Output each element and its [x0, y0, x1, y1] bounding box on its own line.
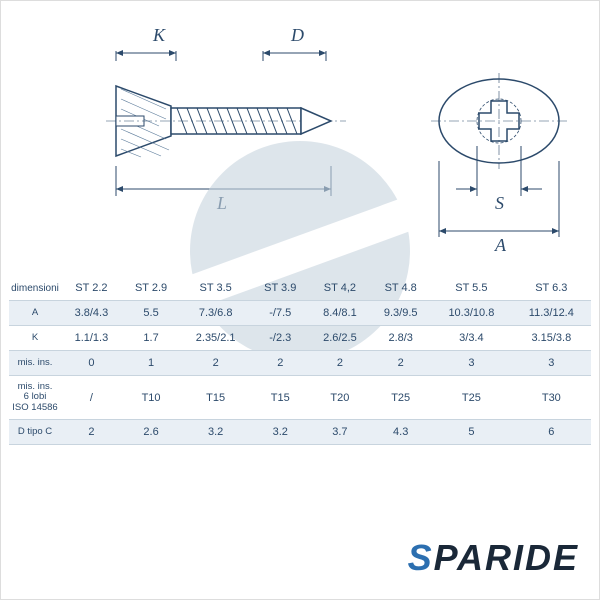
row-label: A — [9, 301, 61, 326]
table-cell: 3.7 — [310, 420, 371, 445]
row-label: K — [9, 326, 61, 351]
dim-label-l: L — [217, 193, 227, 214]
table-cell: 9.3/9.5 — [370, 301, 431, 326]
table-cell: / — [61, 376, 122, 420]
table-cell: 2 — [310, 351, 371, 376]
table-row: mis. ins.01222233 — [9, 351, 591, 376]
table-cell: 4.3 — [370, 420, 431, 445]
table-cell: 2.35/2.1 — [180, 326, 251, 351]
dim-label-d: D — [291, 25, 304, 46]
table-cell: 3 — [431, 351, 512, 376]
table-cell: -/2.3 — [251, 326, 310, 351]
dimensions-table: dimensioni ST 2.2 ST 2.9 ST 3.5 ST 3.9 S… — [9, 276, 591, 445]
dim-label-s: S — [495, 193, 504, 214]
table-cell: 1.1/1.3 — [61, 326, 122, 351]
table-cell: 1.7 — [122, 326, 181, 351]
table-cell: 3 — [512, 351, 591, 376]
table-cell: T25 — [370, 376, 431, 420]
table-cell: T25 — [431, 376, 512, 420]
col-dimensioni: dimensioni — [9, 276, 61, 301]
table-cell: 2.6/2.5 — [310, 326, 371, 351]
table-cell: 3.2 — [251, 420, 310, 445]
table-cell: 11.3/12.4 — [512, 301, 591, 326]
col-st35: ST 3.5 — [180, 276, 251, 301]
table-row: A3.8/4.35.57.3/6.8-/7.58.4/8.19.3/9.510.… — [9, 301, 591, 326]
logo-text: PARIDE — [434, 537, 579, 578]
screw-diagram: K D L S A — [1, 1, 599, 271]
table-cell: T30 — [512, 376, 591, 420]
row-label: mis. ins. 6 lobi ISO 14586 — [9, 376, 61, 420]
table-cell: T15 — [180, 376, 251, 420]
col-st22: ST 2.2 — [61, 276, 122, 301]
table-cell: T20 — [310, 376, 371, 420]
table-cell: -/7.5 — [251, 301, 310, 326]
table-cell: 2 — [180, 351, 251, 376]
col-st48: ST 4.8 — [370, 276, 431, 301]
table-cell: 10.3/10.8 — [431, 301, 512, 326]
dim-label-k: K — [153, 25, 165, 46]
col-st39: ST 3.9 — [251, 276, 310, 301]
table-cell: 7.3/6.8 — [180, 301, 251, 326]
table-cell: T10 — [122, 376, 181, 420]
row-label: mis. ins. — [9, 351, 61, 376]
col-st42: ST 4,2 — [310, 276, 371, 301]
table-cell: 2 — [370, 351, 431, 376]
table-row: mis. ins. 6 lobi ISO 14586/T10T15T15T20T… — [9, 376, 591, 420]
table-cell: 5.5 — [122, 301, 181, 326]
table-cell: 5 — [431, 420, 512, 445]
table-cell: 2.8/3 — [370, 326, 431, 351]
table-cell: 8.4/8.1 — [310, 301, 371, 326]
table-cell: 3.15/3.8 — [512, 326, 591, 351]
table-cell: 2.6 — [122, 420, 181, 445]
table-row: K1.1/1.31.72.35/2.1-/2.32.6/2.52.8/33/3.… — [9, 326, 591, 351]
dim-label-a: A — [495, 235, 506, 256]
table-cell: 1 — [122, 351, 181, 376]
table-cell: 3/3.4 — [431, 326, 512, 351]
table-cell: T15 — [251, 376, 310, 420]
col-st29: ST 2.9 — [122, 276, 181, 301]
col-st55: ST 5.5 — [431, 276, 512, 301]
table-cell: 3.2 — [180, 420, 251, 445]
table-cell: 3.8/4.3 — [61, 301, 122, 326]
table-cell: 6 — [512, 420, 591, 445]
table-cell: 0 — [61, 351, 122, 376]
row-label: D tipo C — [9, 420, 61, 445]
brand-logo: SPARIDE — [408, 537, 579, 579]
logo-accent: S — [408, 537, 434, 578]
table-row: D tipo C22.63.23.23.74.356 — [9, 420, 591, 445]
col-st63: ST 6.3 — [512, 276, 591, 301]
table-header-row: dimensioni ST 2.2 ST 2.9 ST 3.5 ST 3.9 S… — [9, 276, 591, 301]
table-cell: 2 — [61, 420, 122, 445]
table-cell: 2 — [251, 351, 310, 376]
